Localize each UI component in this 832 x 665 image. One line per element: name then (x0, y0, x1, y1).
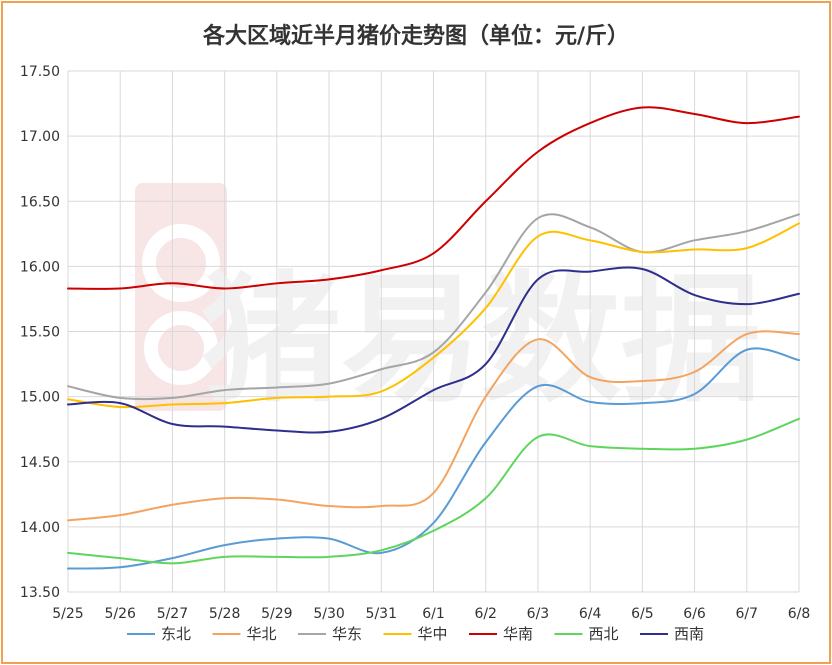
x-tick-label: 6/1 (422, 606, 445, 622)
legend-label: 东北 (161, 625, 191, 643)
legend-label: 华东 (332, 625, 362, 643)
x-tick-label: 6/3 (527, 606, 550, 622)
x-tick-label: 5/26 (104, 606, 136, 622)
watermark-logo-icon (135, 183, 227, 411)
grid (67, 70, 800, 593)
series-group (67, 106, 800, 570)
y-tick-label: 14.50 (20, 455, 60, 471)
series-line-华中 (67, 222, 800, 409)
y-tick-label: 15.50 (20, 325, 60, 341)
y-tick-label: 14.00 (20, 520, 60, 536)
watermark-logo-ring2-icon (144, 311, 218, 385)
x-tick-label: 5/30 (313, 606, 344, 622)
watermark-text: 猪易数据 (201, 259, 761, 422)
y-tick-label: 15.00 (20, 390, 60, 406)
y-axis: 13.50 14.00 14.50 15.00 15.50 16.00 16.50 17.00… (20, 64, 60, 601)
x-tick-label: 6/4 (579, 606, 602, 622)
x-tick-label: 6/5 (631, 606, 654, 622)
x-tick-label: 5/29 (261, 606, 292, 622)
series-line-华东 (67, 213, 800, 401)
chart-title: 各大区域近半月猪价走势图（单位：元/斤） (202, 23, 629, 49)
x-tick-label: 5/27 (157, 606, 188, 622)
y-tick-label: 16.50 (20, 194, 60, 210)
legend-label: 华中 (418, 625, 448, 643)
x-tick-label: 6/6 (683, 606, 706, 622)
legend-label: 西南 (674, 625, 704, 643)
series-line-华北 (67, 330, 800, 522)
legend: 东北 华北 华东 华中 华南 西北 西南 (127, 625, 704, 643)
watermark: 猪易数据 (135, 183, 761, 422)
y-tick-label: 16.00 (20, 259, 60, 275)
watermark-logo-ring-icon (142, 224, 220, 302)
legend-label: 华北 (247, 625, 277, 643)
series-line-西南 (67, 266, 800, 434)
legend-label: 西北 (589, 625, 619, 643)
x-tick-label: 5/31 (366, 606, 397, 622)
legend-label: 华南 (503, 625, 533, 643)
y-tick-label: 17.50 (20, 64, 60, 80)
x-tick-label: 5/28 (209, 606, 240, 622)
series-line-华南 (67, 106, 800, 290)
x-tick-label: 5/25 (52, 606, 83, 622)
x-tick-label: 6/7 (736, 606, 759, 622)
y-tick-label: 13.50 (20, 585, 60, 601)
x-tick-label: 6/2 (474, 606, 497, 622)
x-tick-label: 6/8 (788, 606, 811, 622)
series-line-东北 (67, 347, 800, 570)
series-line-西北 (67, 417, 800, 565)
x-axis: 5/25 5/26 5/27 5/28 5/29 5/30 5/31 6/1 6/2 6/3 6/4… (52, 606, 810, 622)
chart-canvas: 猪易数据 各大区域近半月猪价走势图（单位：元/斤） 13.50 14.00 14.5… (20, 23, 810, 643)
y-tick-label: 17.00 (20, 129, 60, 145)
